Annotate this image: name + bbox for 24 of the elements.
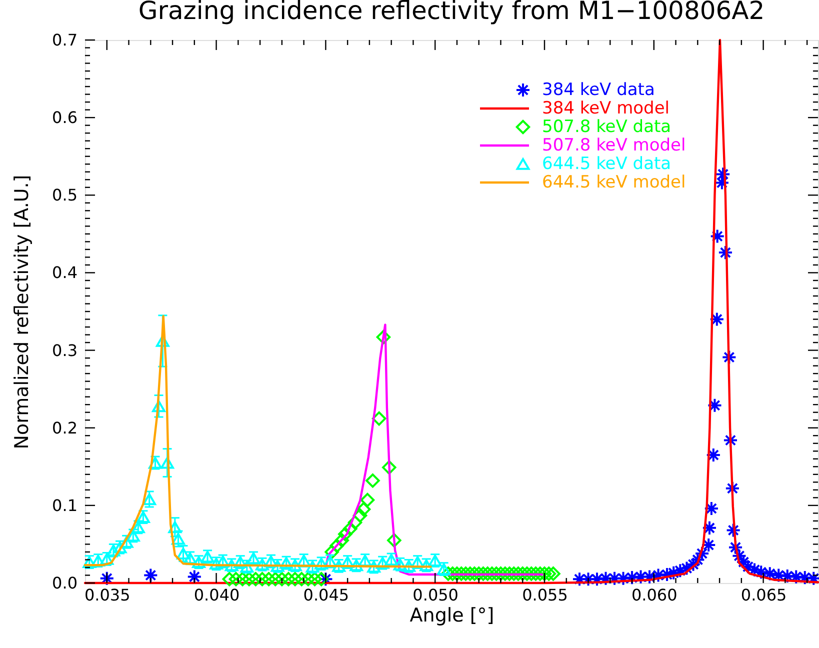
legend-label: 384 keV model	[542, 98, 670, 118]
y-tick-label: 0.4	[52, 263, 78, 282]
y-tick-label: 0.0	[52, 574, 78, 592]
chart-title: Grazing incidence reflectivity from M1−100806A2	[138, 0, 765, 25]
y-axis-title: Normalized reflectivity [A.U.]	[11, 174, 34, 450]
x-axis-title: Angle [°]	[410, 604, 494, 626]
x-tick-label: 0.040	[194, 586, 240, 604]
x-tick-label: 0.045	[303, 586, 350, 604]
x-tick-label: 0.035	[84, 586, 130, 604]
x-tick-label: 0.050	[412, 586, 458, 604]
y-tick-label: 0.7	[52, 30, 78, 50]
legend-label: 644.5 keV model	[542, 172, 686, 192]
y-tick-label: 0.6	[52, 108, 78, 128]
legend-label: 507.8 keV data	[542, 117, 672, 137]
legend-label: 507.8 keV model	[542, 136, 686, 156]
x-tick-label: 0.065	[740, 586, 787, 604]
y-tick-label: 0.2	[52, 418, 78, 438]
y-tick-label: 0.1	[52, 496, 78, 515]
x-tick-label: 0.060	[631, 586, 678, 604]
y-tick-label: 0.3	[52, 340, 78, 360]
legend-label: 644.5 keV data	[542, 154, 672, 174]
y-tick-label: 0.5	[52, 186, 78, 205]
x-tick-label: 0.055	[522, 586, 568, 604]
legend-label: 384 keV data	[542, 80, 655, 100]
